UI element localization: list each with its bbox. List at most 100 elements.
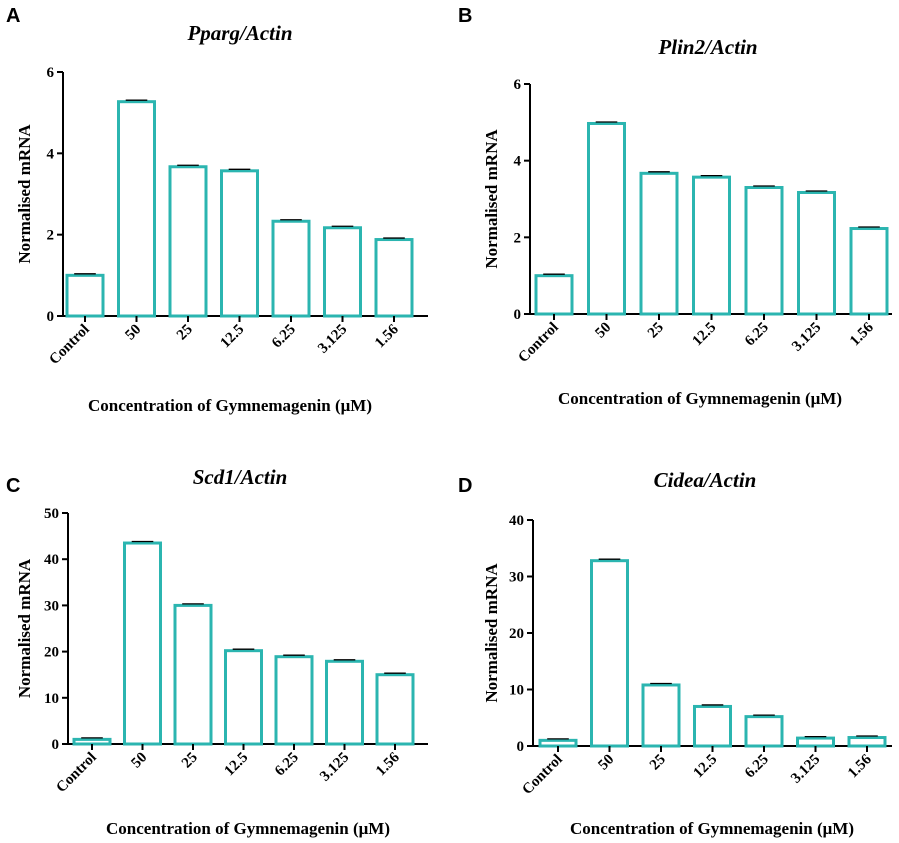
bar-rect [374,238,414,318]
bar-rect [173,603,213,746]
bar-6-25 [274,654,314,746]
x-tick-label: 1.56 [847,319,877,349]
y-tick-label: 40 [44,552,59,568]
x-tick-label: 1.56 [372,321,402,351]
x-tick-label: 25 [174,322,196,344]
y-axis-label: Normalised mRNA [15,558,34,698]
x-tick-label: 6.25 [742,752,772,782]
bar-control [65,273,105,318]
bar-rect [168,165,208,318]
bar-rect [117,100,156,318]
x-axis-label: Concentration of Gymnemagenin (μM) [88,396,372,415]
bar-1-56 [847,735,887,748]
bar-rect [590,559,629,748]
panel-letter: C [6,475,20,497]
x-tick-label: 3.125 [789,320,824,355]
x-axis-label: Concentration of Gymnemagenin (μM) [558,389,842,408]
x-tick-label: Control [46,322,92,368]
x-tick-label: 3.125 [788,752,823,787]
y-tick-label: 50 [44,506,59,522]
x-tick-label: 25 [647,752,669,774]
bar-rect [849,227,889,316]
x-tick-label: 50 [595,752,617,774]
x-tick-label: Control [519,752,565,798]
chart-panel-b: B Plin2/Actin 0 2 4 6 Normalised mRNA Control 50… [458,5,892,408]
bar-rect [534,274,574,316]
bar-rect [639,171,679,316]
y-axis-label: Normalised mRNA [482,129,501,269]
bar-3-125 [796,735,835,748]
bar-control [538,738,578,748]
bar-6-25 [271,219,311,318]
bar-25 [639,171,679,316]
y-axis-label: Normalised mRNA [482,563,501,703]
bar-rect [220,169,259,318]
y-tick-label: 4 [514,154,522,170]
bar-rect [72,737,112,746]
bar-rect [797,190,836,316]
bar-1-56 [375,672,415,746]
x-tick-label: 6.25 [742,320,772,350]
bar-25 [168,164,208,318]
bar-rect [693,704,732,748]
y-tick-label: 0 [517,739,525,755]
x-tick-label: 1.56 [845,751,875,781]
x-tick-label: 6.25 [269,322,299,352]
y-tick-label: 2 [514,230,522,246]
y-tick-label: 6 [47,65,55,81]
bar-12-5 [224,648,263,746]
chart-panel-c: C Scd1/Actin 0 10 20 30 40 50 Normalised mRNA Con… [6,465,428,838]
x-axis-label: Concentration of Gymnemagenin (μM) [570,819,854,838]
y-tick-label: 20 [44,645,59,661]
bar-3-125 [325,659,364,746]
x-tick-label: 50 [128,750,150,772]
bar-rect [325,659,364,746]
y-axis-label: Normalised mRNA [15,124,34,264]
bar-1-56 [374,237,414,318]
x-tick-label: 12.5 [689,320,719,350]
y-tick-label: 6 [514,77,522,93]
y-tick-label: 0 [47,309,55,325]
y-tick-label: 2 [47,228,55,244]
x-tick-label: 6.25 [272,750,302,780]
bar-6-25 [744,714,784,748]
bar-rect [65,273,105,318]
bar-rect [375,673,415,746]
x-tick-label: 50 [122,322,144,344]
bar-3-125 [797,190,836,316]
chart-panel-a: A Pparg/Actin 0 2 4 6 Normalised mRNA Control 50… [6,5,428,415]
x-tick-label: 12.5 [217,322,247,352]
y-tick-label: 4 [47,146,55,162]
x-tick-label: 12.5 [221,750,251,780]
chart-title: Pparg/Actin [186,21,292,45]
bar-12-5 [693,704,732,748]
x-tick-label: Control [515,320,561,366]
bar-control [72,737,112,746]
bar-rect [847,736,887,748]
bar-rect [274,655,314,746]
bar-rect [538,738,578,748]
y-tick-label: 20 [509,626,524,642]
bar-50 [117,99,156,318]
y-tick-label: 10 [509,683,524,699]
bar-rect [323,226,362,318]
bar-rect [692,175,731,316]
x-tick-label: 25 [645,320,667,342]
y-tick-label: 30 [44,598,59,614]
bar-12-5 [692,174,731,316]
y-tick-label: 30 [509,570,524,586]
y-tick-label: 40 [509,513,524,529]
y-tick-label: 0 [514,307,522,323]
chart-title: Cidea/Actin [654,468,757,492]
bar-control [534,273,574,316]
bar-rect [744,186,784,316]
chart-title: Scd1/Actin [193,465,288,489]
panel-letter: D [458,475,472,497]
x-tick-label: 25 [179,750,201,772]
bar-3-125 [323,225,362,318]
bar-rect [271,219,311,318]
bar-rect [123,541,162,746]
x-tick-label: 3.125 [317,750,352,785]
bar-rect [641,683,681,748]
